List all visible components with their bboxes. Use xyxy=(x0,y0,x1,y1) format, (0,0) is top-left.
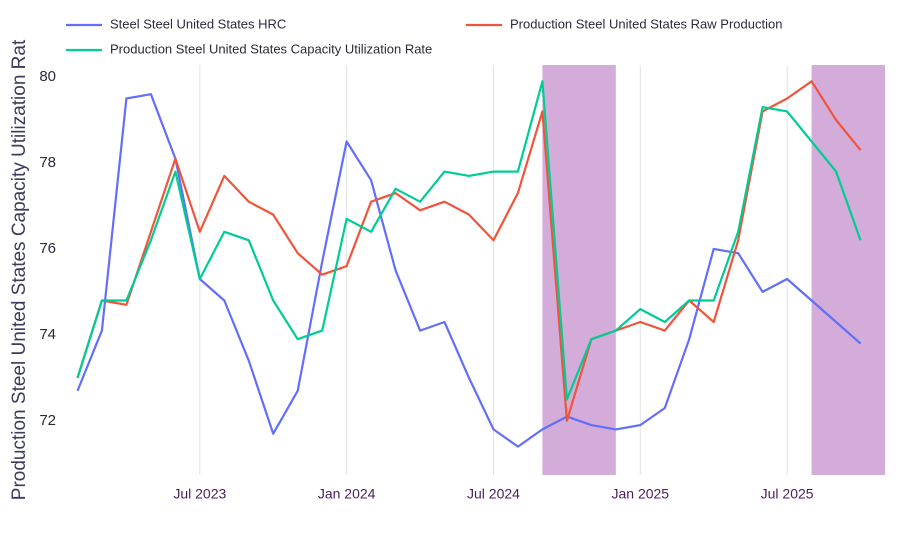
y-tick-label: 80 xyxy=(39,68,56,85)
x-tick-label: Jan 2024 xyxy=(318,486,376,502)
x-tick-label: Jul 2025 xyxy=(761,486,814,502)
series-line xyxy=(76,80,862,401)
y-tick-label: 78 xyxy=(39,154,56,171)
y-tick-label: 72 xyxy=(39,412,56,429)
y-tick-label: 76 xyxy=(39,240,56,257)
y-tick-label: 74 xyxy=(39,326,56,343)
y-axis-title: Production Steel United States Capacity … xyxy=(9,39,30,500)
legend-label: Steel Steel United States HRC xyxy=(110,16,286,31)
shaded-region xyxy=(811,65,885,475)
series-line xyxy=(76,93,862,448)
x-tick-label: Jan 2025 xyxy=(611,486,669,502)
legend-label: Production Steel United States Capacity … xyxy=(110,41,432,56)
legend-label: Production Steel United States Raw Produ… xyxy=(510,16,782,31)
series-line xyxy=(76,80,862,422)
x-tick-label: Jul 2024 xyxy=(467,486,520,502)
lines xyxy=(76,80,862,448)
x-tick-label: Jul 2023 xyxy=(173,486,226,502)
shaded-region xyxy=(542,65,616,475)
